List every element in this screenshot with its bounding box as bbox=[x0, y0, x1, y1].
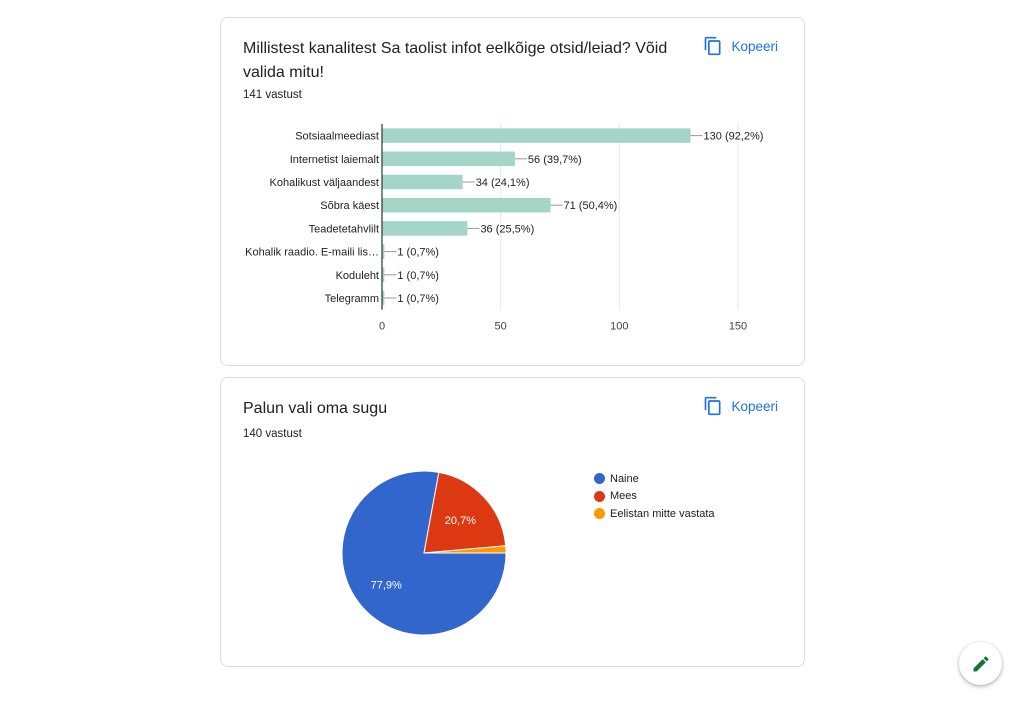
legend-label: Mees bbox=[610, 490, 637, 503]
pie-slice-label: 20,7% bbox=[445, 515, 476, 527]
pie-chart: 77,9% 20,7% bbox=[341, 470, 507, 636]
category-label: Sõbra käest bbox=[320, 200, 379, 212]
question-title: Palun vali oma sugu bbox=[243, 400, 388, 417]
edit-fab-button[interactable] bbox=[959, 642, 1002, 685]
category-label: Sotsiaalmeediast bbox=[295, 131, 379, 143]
response-count: 140 vastust bbox=[243, 428, 302, 440]
question-title: Millistest kanalitest Sa taolist infot e… bbox=[243, 40, 668, 81]
data-label: 1 (0,7%) bbox=[397, 247, 439, 259]
copy-label: Kopeeri bbox=[731, 38, 778, 54]
category-label: Internetist laiemalt bbox=[290, 154, 379, 166]
pie-slice bbox=[341, 470, 507, 636]
data-label: 36 (25,5%) bbox=[480, 223, 534, 235]
legend-label: Eelistan mitte vastata bbox=[610, 507, 715, 520]
x-tick-label: 0 bbox=[379, 321, 385, 333]
category-label: Teadetetahvlilt bbox=[309, 223, 379, 235]
bar bbox=[382, 174, 463, 190]
copy-icon bbox=[705, 36, 721, 56]
pencil-icon bbox=[973, 655, 989, 671]
data-label: 1 (0,7%) bbox=[397, 293, 439, 305]
bar bbox=[382, 244, 385, 259]
category-label: Telegramm bbox=[325, 293, 379, 305]
legend-label: Naine bbox=[610, 472, 639, 485]
bar-chart: 0 50 100 150 Sotsiaalmeediast 130 (92,2%) Inte… bbox=[245, 124, 764, 333]
question-card-gender: Palun vali oma sugu 140 vastust Kopeeri … bbox=[220, 377, 805, 667]
copy-label: Kopeeri bbox=[731, 398, 778, 414]
legend-item: Naine bbox=[594, 470, 715, 488]
copy-icon bbox=[705, 396, 721, 416]
data-label: 130 (92,2%) bbox=[704, 131, 764, 143]
legend-swatch bbox=[594, 490, 605, 502]
category-label: Kohalikust väljaandest bbox=[270, 177, 379, 189]
bar bbox=[382, 290, 385, 306]
data-label: 1 (0,7%) bbox=[397, 270, 439, 282]
pie-slice bbox=[423, 545, 507, 554]
bar bbox=[382, 128, 691, 143]
copy-chart-button[interactable]: Kopeeri bbox=[703, 36, 778, 56]
legend-item: Mees bbox=[594, 488, 715, 506]
legend-swatch bbox=[594, 473, 605, 485]
legend-swatch bbox=[594, 508, 605, 520]
question-card-channels: Millistest kanalitest Sa taolist infot e… bbox=[220, 17, 805, 366]
copy-chart-button[interactable]: Kopeeri bbox=[703, 396, 778, 416]
response-count: 141 vastust bbox=[243, 89, 302, 101]
bar bbox=[382, 267, 385, 283]
data-label: 71 (50,4%) bbox=[564, 200, 618, 212]
data-label: 56 (39,7%) bbox=[528, 154, 582, 166]
legend-item: Eelistan mitte vastata bbox=[594, 505, 715, 523]
x-tick-label: 50 bbox=[495, 321, 507, 333]
x-tick-label: 100 bbox=[610, 321, 628, 333]
category-label: Koduleht bbox=[336, 270, 379, 282]
category-label: Kohalik raadio. E-maili lis… bbox=[245, 247, 379, 259]
bar bbox=[382, 197, 551, 213]
x-tick-label: 150 bbox=[729, 321, 747, 333]
pie-legend: Naine Mees Eelistan mitte vastata bbox=[594, 470, 715, 523]
data-label: 34 (24,1%) bbox=[476, 177, 530, 189]
bar bbox=[382, 151, 515, 167]
pie-slice bbox=[423, 471, 507, 554]
pie-slice-label: 77,9% bbox=[371, 579, 402, 591]
bar bbox=[382, 221, 468, 236]
